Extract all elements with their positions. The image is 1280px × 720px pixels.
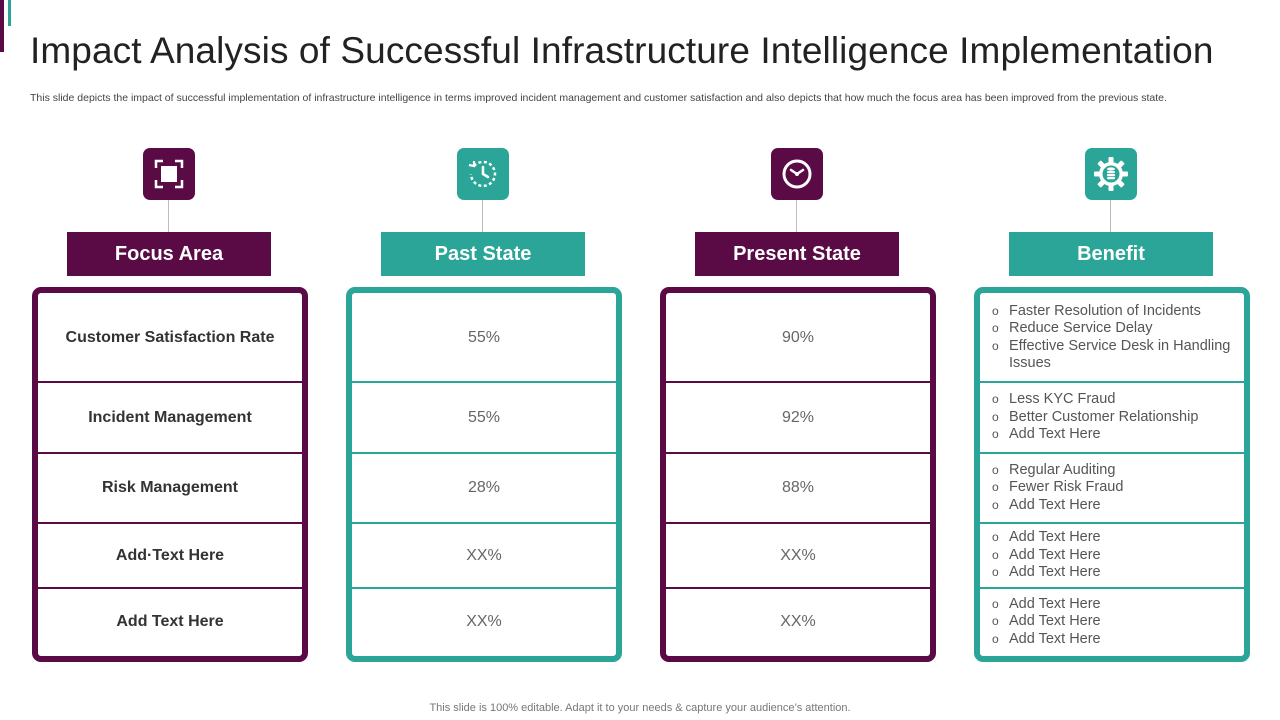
list-item: Effective Service Desk in Handling Issue… [990,338,1244,373]
past-state-card: 55% 55% 28% XX% XX% [346,287,622,662]
list-item: Add Text Here [990,497,1123,515]
past-state-column: Past State 55% 55% 28% XX% XX% [346,148,622,664]
present-state-header: Present State [695,232,899,276]
benefit-list: Add Text Here Add Text Here Add Text Her… [990,529,1101,582]
table-cell: XX% [780,546,816,564]
benefit-cell: Less KYC Fraud Better Customer Relations… [980,382,1244,453]
focus-area-header: Focus Area [67,232,271,276]
table-cell: 28% [467,479,501,496]
table-cell: XX% [466,613,502,630]
connector-line [482,200,483,232]
focus-area-column: Focus Area Customer Satisfaction Rate In… [32,148,308,664]
benefit-list: Less KYC Fraud Better Customer Relations… [990,391,1198,444]
table-cell: Add Text Here [116,613,224,630]
list-item: Fewer Risk Fraud [990,479,1123,497]
focus-area-card: Customer Satisfaction Rate Incident Mana… [32,287,308,662]
table-cell: 55% [467,408,501,426]
list-item: Add Text Here [990,426,1198,444]
list-item: Faster Resolution of Incidents [990,303,1244,321]
page-subtitle: This slide depicts the impact of success… [30,92,1167,104]
table-cell: Add·Text Here [115,546,225,564]
list-item: Add Text Here [990,631,1101,649]
table-cell: 92% [781,408,815,426]
list-item: Less KYC Fraud [990,391,1198,409]
row-divider [980,381,1244,383]
table-cell: Risk Management [101,479,239,496]
page-title: Impact Analysis of Successful Infrastruc… [30,30,1214,71]
benefit-list: Regular Auditing Fewer Risk Fraud Add Te… [990,462,1123,515]
row-divider [666,381,930,383]
benefit-card: Faster Resolution of Incidents Reduce Se… [974,287,1250,662]
list-item: Regular Auditing [990,462,1123,480]
present-state-column: Present State 90% 92% 88% XX% XX% [660,148,936,664]
table-cell: 88% [781,479,815,496]
list-item: Better Customer Relationship [990,409,1198,427]
row-divider [352,381,616,383]
present-state-card: 90% 92% 88% XX% XX% [660,287,936,662]
row-divider [352,452,616,454]
gear-coins-icon [1085,148,1137,200]
benefit-list: Add Text Here Add Text Here Add Text Her… [990,596,1101,649]
benefit-cell: Add Text Here Add Text Here Add Text Her… [980,588,1244,656]
list-item: Add Text Here [990,529,1101,547]
row-divider [38,587,302,589]
benefit-list: Faster Resolution of Incidents Reduce Se… [990,303,1244,373]
row-divider [352,522,616,524]
footer-note: This slide is 100% editable. Adapt it to… [429,702,851,714]
connector-line [1110,200,1111,232]
benefit-cell: Regular Auditing Fewer Risk Fraud Add Te… [980,453,1244,523]
list-item: Add Text Here [990,596,1101,614]
accent-bar [0,0,4,52]
row-divider [980,452,1244,454]
focus-frame-icon [143,148,195,200]
benefit-column: Benefit Faster Resolution of Incidents R… [974,148,1250,664]
row-divider [38,452,302,454]
list-item: Add Text Here [990,547,1101,565]
accent-bar-secondary [8,0,11,26]
table-cell: Customer Satisfaction Rate [65,328,275,346]
list-item: Add Text Here [990,564,1101,582]
table-cell: 90% [781,328,815,346]
table-cell: XX% [780,613,816,630]
row-divider [38,381,302,383]
row-divider [980,587,1244,589]
row-divider [666,587,930,589]
connector-line [168,200,169,232]
row-divider [666,522,930,524]
connector-line [796,200,797,232]
benefit-cell: Add Text Here Add Text Here Add Text Her… [980,523,1244,588]
past-state-header: Past State [381,232,585,276]
row-divider [352,587,616,589]
row-divider [666,452,930,454]
table-cell: XX% [466,546,502,564]
row-divider [38,522,302,524]
table-cell: 55% [467,328,501,346]
row-divider [980,522,1244,524]
clock-icon [771,148,823,200]
list-item: Add Text Here [990,613,1101,631]
list-item: Reduce Service Delay [990,320,1244,338]
table-cell: Incident Management [88,408,252,426]
benefit-cell: Faster Resolution of Incidents Reduce Se… [980,293,1244,382]
benefit-header: Benefit [1009,232,1213,276]
history-clock-icon [457,148,509,200]
